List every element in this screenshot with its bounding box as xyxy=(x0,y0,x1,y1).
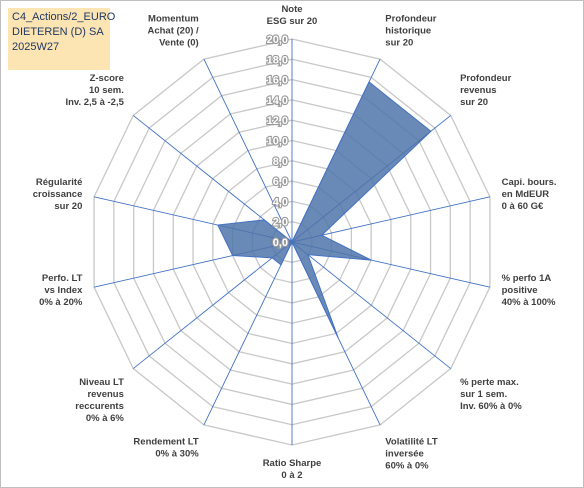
axis-spoke xyxy=(203,58,293,243)
tick-label: 6,0 xyxy=(273,176,288,188)
axis-spoke xyxy=(133,241,293,369)
tick-label: 18,0 xyxy=(267,54,288,66)
axis-label: Niveau LT revenus reccurents 0% à 6% xyxy=(75,377,124,424)
series-area xyxy=(217,81,432,339)
radar-series xyxy=(217,81,432,339)
axis-label: Rendement LT 0% à 30% xyxy=(133,437,199,460)
tick-label: 14,0 xyxy=(267,95,288,107)
radar-tick-labels: 0,0 2,0 4,0 6,0 8,0 10,0 12,0 14,0 16,0 18,0 20,0 xyxy=(265,33,289,250)
axis-label: Capi. bours. en MdEUR 0 à 60 G€ xyxy=(502,177,557,212)
axis-label: Perfo. LT vs Index 0% à 20% xyxy=(39,273,83,308)
axis-label: % perte max. sur 1 sem. Inv. 60% à 0% xyxy=(460,377,522,412)
tick-label: 8,0 xyxy=(273,156,288,168)
axis-spoke xyxy=(203,241,293,426)
axis-label: Profondeur revenus sur 20 xyxy=(460,73,511,108)
axis-spoke xyxy=(291,241,451,369)
axis-label: % perfo 1A positive 40% à 100% xyxy=(502,273,556,308)
chart-header-box: C4_Actions/2_EURO DIETEREN (D) SA 2025W2… xyxy=(8,8,116,70)
tick-label: 10,0 xyxy=(267,136,288,148)
axis-label: Note ESG sur 20 xyxy=(267,4,318,27)
radar-axis-labels: Note ESG sur 20 Profondeur historique sur 20… xyxy=(33,4,557,481)
header-line-3: 2025W27 xyxy=(12,41,60,53)
tick-label: 12,0 xyxy=(267,115,288,127)
header-line-2: DIETEREN (D) SA xyxy=(12,26,104,38)
tick-label: 4,0 xyxy=(273,196,288,208)
axis-label: Z-score 10 sem. Inv. 2,5 à -2,5 xyxy=(65,73,124,108)
tick-label: 2,0 xyxy=(273,217,288,229)
axis-spoke xyxy=(291,196,491,243)
axis-label: Profondeur historique sur 20 xyxy=(385,13,436,48)
axis-label: Ratio Sharpe 0 à 2 xyxy=(263,458,322,481)
axis-label: Volatilité LT inversée 60% à 0% xyxy=(385,437,438,472)
tick-label: 16,0 xyxy=(267,75,288,87)
header-line-1: C4_Actions/2_EURO xyxy=(12,11,116,23)
axis-label: Régularité croissance sur 20 xyxy=(33,177,83,212)
tick-label: 20,0 xyxy=(267,34,288,46)
axis-label: Momentum Achat (20) / Vente (0) xyxy=(147,13,199,48)
tick-label: 0,0 xyxy=(273,237,288,249)
